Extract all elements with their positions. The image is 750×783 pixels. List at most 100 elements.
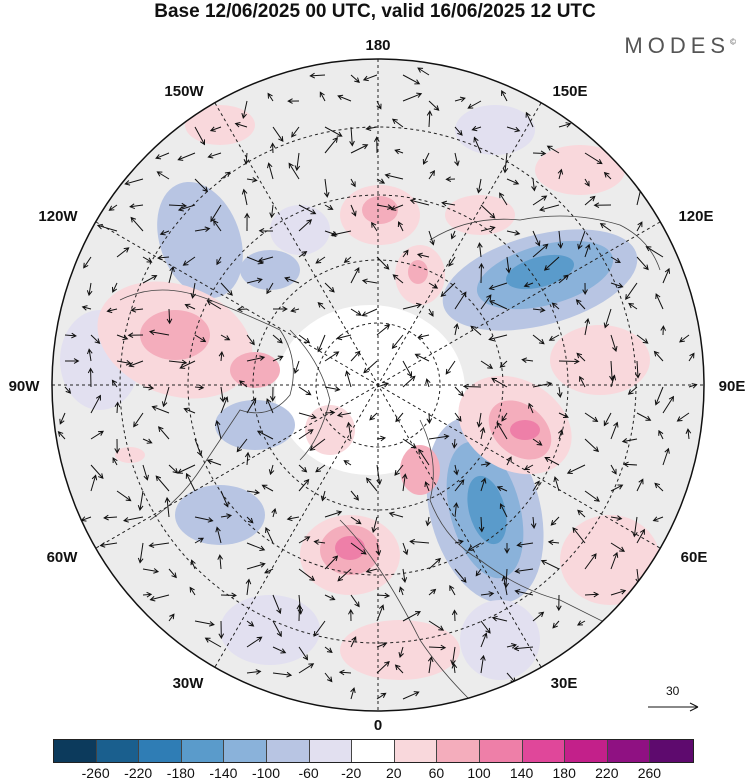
wind-arrow <box>183 407 196 414</box>
wind-arrow <box>584 438 600 453</box>
wind-arrow <box>636 528 645 544</box>
wind-arrow <box>155 475 170 492</box>
wind-arrow <box>504 542 510 554</box>
wind-arrow <box>324 204 334 210</box>
wind-arrow <box>462 383 482 390</box>
wind-arrow <box>177 464 196 474</box>
wind-arrow <box>194 384 205 391</box>
wind-arrow <box>298 568 316 582</box>
wind-arrow <box>553 476 560 492</box>
wind-arrow <box>402 691 420 700</box>
wind-arrow <box>291 126 300 138</box>
wind-arrow <box>454 386 464 397</box>
wind-arrow <box>116 334 129 341</box>
wind-arrow <box>350 267 360 284</box>
wind-arrow <box>155 152 170 160</box>
wind-arrow <box>480 654 486 674</box>
wind-arrow <box>344 370 352 388</box>
wind-arrow <box>376 592 391 599</box>
wind-arrow <box>106 307 118 314</box>
colorbar-cell <box>650 740 693 762</box>
wind-arrow <box>168 568 177 579</box>
wind-arrow <box>441 200 456 207</box>
wind-arrow <box>246 516 254 524</box>
wind-arrow <box>577 509 586 518</box>
wind-arrow <box>655 293 664 310</box>
wind-arrow <box>215 526 222 544</box>
colorbar-cell <box>96 740 140 762</box>
wind-arrow <box>267 92 274 102</box>
wind-arrow <box>384 173 404 180</box>
wind-arrow <box>361 278 378 285</box>
wind-arrow <box>453 464 459 476</box>
wind-arrow <box>243 152 250 165</box>
wind-arrow <box>402 542 409 556</box>
wind-arrow <box>428 170 435 180</box>
wind-arrow <box>194 438 203 457</box>
wind-arrow <box>402 375 416 388</box>
wind-arrow <box>271 507 277 518</box>
wind-arrow <box>514 568 534 574</box>
wind-arrow <box>234 122 248 128</box>
wind-arrow <box>478 516 485 533</box>
wind-arrow <box>424 481 430 492</box>
modes-logo: MODES© <box>624 33 736 59</box>
wind-arrow <box>214 420 222 440</box>
wind-arrow <box>532 195 548 206</box>
wind-arrow <box>241 188 248 206</box>
colorbar-label: 100 <box>467 765 491 781</box>
wind-arrow <box>298 429 314 440</box>
wind-vectors <box>57 67 698 700</box>
wind-arrow <box>516 541 534 548</box>
wind-arrow <box>558 412 569 419</box>
wind-arrow <box>90 474 98 492</box>
wind-arrow <box>346 421 352 440</box>
wind-arrow <box>114 438 120 454</box>
lon-label-60e: 60E <box>681 549 708 566</box>
wind-arrow <box>523 464 534 471</box>
wind-arrow <box>190 282 197 299</box>
wind-arrow <box>350 144 369 154</box>
colorbar-cell <box>394 740 438 762</box>
wind-arrow <box>350 204 357 217</box>
wind-arrow <box>116 359 132 366</box>
wind-arrow <box>298 412 317 420</box>
wind-arrow <box>603 171 612 180</box>
colorbar-label: 20 <box>386 765 402 781</box>
colorbar-label: -260 <box>81 765 110 781</box>
lon-label-180: 180 <box>365 37 390 54</box>
wind-arrow <box>83 256 92 269</box>
wind-arrow <box>506 643 518 649</box>
wind-arrow <box>320 490 327 502</box>
wind-arrow <box>244 451 251 466</box>
wind-arrow <box>584 317 591 336</box>
wind-arrow <box>397 221 404 232</box>
wind-arrow <box>550 516 560 526</box>
wind-arrow <box>636 412 652 421</box>
wind-arrow <box>610 542 626 552</box>
wind-arrow <box>628 302 638 310</box>
modes-logo-mark: © <box>730 37 736 47</box>
wind-arrow <box>499 360 508 368</box>
wind-arrow <box>422 152 430 165</box>
wind-arrow <box>298 219 313 232</box>
wind-arrow <box>166 308 173 325</box>
wind-arrow <box>241 100 248 119</box>
wind-arrow <box>480 461 491 467</box>
colorbar-cell <box>607 740 651 762</box>
wind-arrow <box>189 586 196 596</box>
wind-arrow <box>480 620 491 634</box>
wind-arrow <box>64 386 72 394</box>
wind-arrow <box>428 230 435 246</box>
wind-arrow <box>190 559 196 570</box>
wind-arrow <box>521 357 534 363</box>
wind-arrow <box>532 230 541 247</box>
wind-arrow <box>127 332 144 339</box>
wind-arrow <box>552 620 560 629</box>
wind-arrow <box>323 178 330 198</box>
wind-arrow <box>662 267 671 284</box>
wind-arrow <box>362 74 378 82</box>
wind-arrow <box>402 74 421 85</box>
wind-arrow <box>59 412 66 425</box>
wind-arrow <box>142 464 149 481</box>
